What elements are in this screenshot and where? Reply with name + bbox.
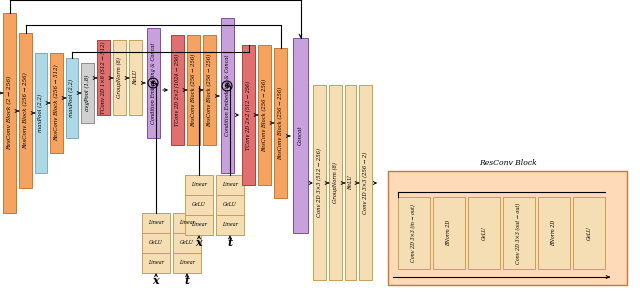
Bar — [185, 175, 213, 195]
Text: Linear: Linear — [148, 260, 164, 265]
Bar — [50, 53, 63, 153]
Bar — [35, 53, 47, 173]
Text: GeLU: GeLU — [586, 226, 591, 240]
Text: ResConv Block (256 → 512): ResConv Block (256 → 512) — [54, 65, 59, 142]
Bar — [173, 253, 201, 273]
Text: Conv 2D 3×3 (512 → 256): Conv 2D 3×3 (512 → 256) — [317, 148, 322, 217]
Bar — [185, 215, 213, 235]
Text: ReLU: ReLU — [348, 175, 353, 190]
Text: Conv 2D 3×3 (in → out): Conv 2D 3×3 (in → out) — [412, 204, 417, 262]
Text: ResConv Block (256 → 256): ResConv Block (256 → 256) — [207, 53, 212, 127]
Text: GeLU: GeLU — [192, 202, 206, 207]
Bar — [345, 85, 356, 280]
Bar — [97, 40, 110, 115]
Bar — [187, 35, 200, 145]
Text: Linear: Linear — [222, 183, 238, 188]
Text: maxPool (2,2): maxPool (2,2) — [69, 79, 75, 117]
Text: x: x — [153, 275, 159, 287]
Text: ResConv Block (256 → 256): ResConv Block (256 → 256) — [262, 78, 267, 151]
Text: Linear: Linear — [191, 183, 207, 188]
Text: BNorm 2D: BNorm 2D — [552, 220, 557, 246]
Text: t: t — [184, 275, 189, 287]
Bar — [398, 197, 430, 269]
Text: BNorm 2D: BNorm 2D — [447, 220, 451, 246]
Text: Linear: Linear — [148, 221, 164, 226]
Text: ⊕: ⊕ — [223, 81, 230, 91]
Text: x: x — [196, 238, 202, 248]
Text: ResConv Block (256 → 256): ResConv Block (256 → 256) — [278, 86, 283, 160]
Text: TConv 2D 1×8 (512 → 512): TConv 2D 1×8 (512 → 512) — [101, 41, 106, 114]
Text: Condition Embedding & Concat: Condition Embedding & Concat — [225, 55, 230, 136]
Bar — [538, 197, 570, 269]
Text: GeLU: GeLU — [481, 226, 486, 240]
Text: Conv 2D 3×3 (256 → 2): Conv 2D 3×3 (256 → 2) — [363, 151, 368, 214]
Bar — [258, 45, 271, 185]
Bar — [185, 195, 213, 215]
Text: ResConv Block: ResConv Block — [479, 159, 536, 167]
Text: ResConv Block (256 → 256): ResConv Block (256 → 256) — [191, 53, 196, 127]
Text: ResConv Block (2 → 256): ResConv Block (2 → 256) — [7, 76, 12, 150]
Text: Linear: Linear — [191, 222, 207, 227]
Bar — [129, 40, 142, 115]
Bar — [293, 38, 308, 233]
Text: t: t — [227, 238, 232, 248]
Bar — [173, 233, 201, 253]
Text: ResConv Block (256 → 256): ResConv Block (256 → 256) — [23, 72, 28, 149]
Text: Concat: Concat — [298, 126, 303, 145]
Bar — [142, 213, 170, 233]
Bar — [573, 197, 605, 269]
Bar — [142, 253, 170, 273]
Bar — [66, 58, 78, 138]
Text: Linear: Linear — [179, 221, 195, 226]
Text: Condition Embedding & Concat: Condition Embedding & Concat — [151, 42, 156, 124]
Bar — [313, 85, 326, 280]
Bar — [216, 195, 244, 215]
Text: GeLU: GeLU — [180, 241, 194, 246]
Text: TConv 2D 2×2 (1024 → 256): TConv 2D 2×2 (1024 → 256) — [175, 54, 180, 126]
Bar — [433, 197, 465, 269]
Bar — [216, 175, 244, 195]
Bar — [142, 233, 170, 253]
Bar — [221, 18, 234, 173]
Bar — [216, 215, 244, 235]
Text: Linear: Linear — [179, 260, 195, 265]
Bar — [81, 63, 94, 123]
Bar — [242, 45, 255, 185]
Text: ReLU: ReLU — [133, 70, 138, 85]
Bar — [274, 48, 287, 198]
Bar — [359, 85, 372, 280]
Bar — [147, 28, 160, 138]
Bar — [113, 40, 126, 115]
Text: Conv 2D 3×3 (out → out): Conv 2D 3×3 (out → out) — [516, 202, 522, 264]
Text: GeLU: GeLU — [149, 241, 163, 246]
Text: avgPool (1,8): avgPool (1,8) — [85, 75, 90, 111]
Text: GeLU: GeLU — [223, 202, 237, 207]
Text: maxPool (2,2): maxPool (2,2) — [38, 94, 44, 132]
FancyBboxPatch shape — [388, 171, 627, 285]
Text: GroupNorm (8): GroupNorm (8) — [117, 57, 122, 98]
Bar — [503, 197, 535, 269]
Bar — [3, 13, 16, 213]
Bar — [329, 85, 342, 280]
Text: TConv 2D 2×2 (512 → 256): TConv 2D 2×2 (512 → 256) — [246, 81, 251, 149]
Text: ⊕: ⊕ — [150, 79, 157, 88]
Bar — [19, 33, 32, 188]
Text: GroupNorm (8): GroupNorm (8) — [333, 162, 338, 203]
Bar — [171, 35, 184, 145]
Text: Linear: Linear — [222, 222, 238, 227]
Bar — [173, 213, 201, 233]
Bar — [468, 197, 500, 269]
Bar — [203, 35, 216, 145]
